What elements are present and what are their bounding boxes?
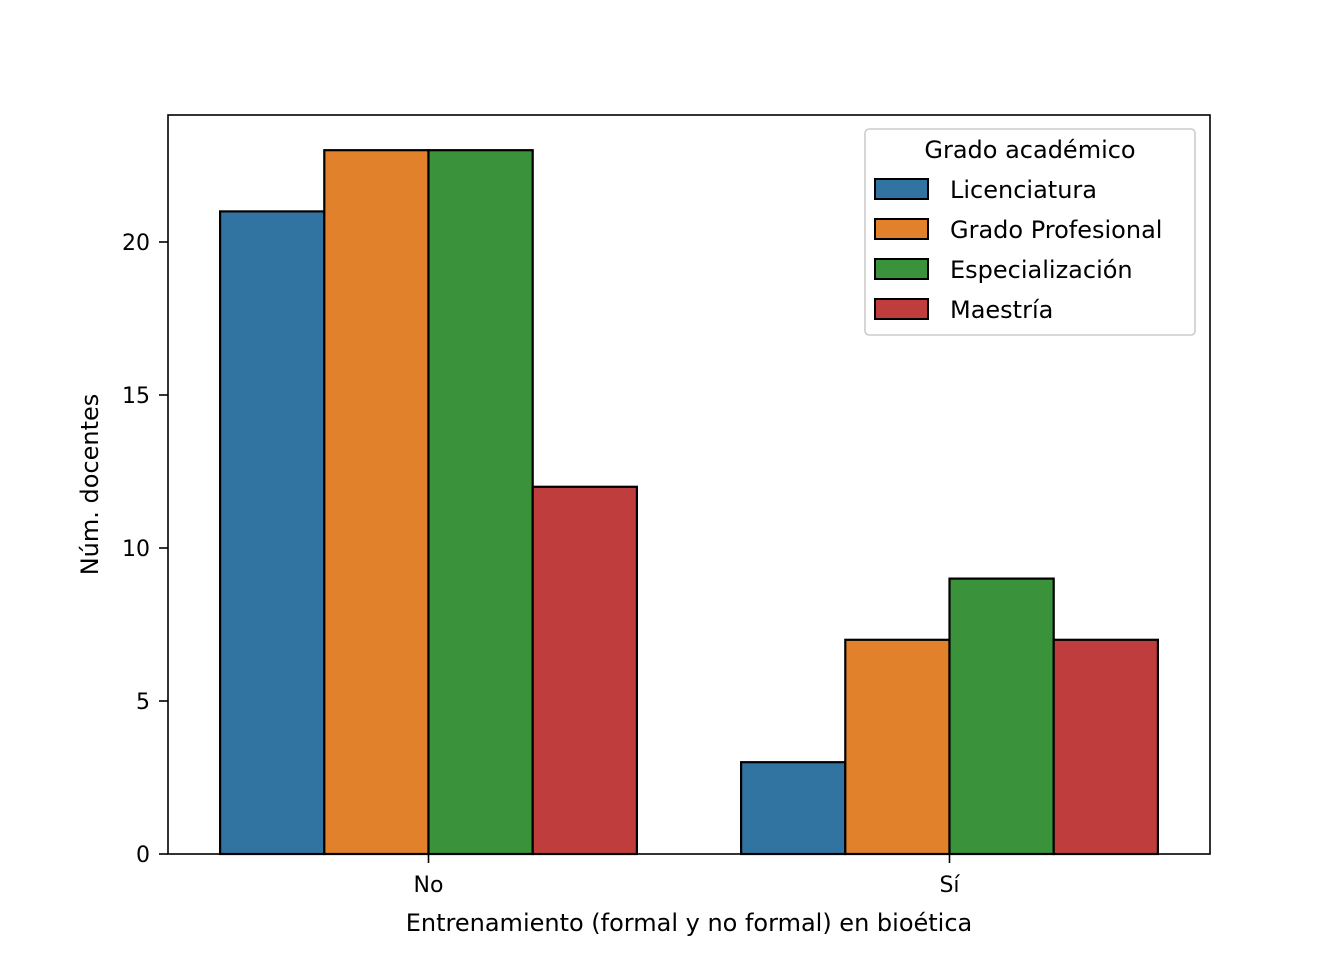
bar-no-2: [427, 149, 534, 856]
x-tick-label: Sí: [939, 873, 960, 898]
bar-no-0: [219, 210, 326, 856]
bar-no-1: [323, 149, 430, 856]
legend-swatch: [874, 218, 929, 240]
x-tick-label: No: [414, 873, 444, 898]
plot-frame: [167, 114, 1211, 855]
y-axis-label: Núm. docentes: [76, 394, 104, 576]
y-tick-label: 20: [122, 231, 150, 256]
y-axis-ticks: 0 5 10 15 20: [122, 231, 168, 868]
bar-sí-0: [739, 761, 847, 856]
bar-sí-2: [948, 577, 1055, 856]
legend-title: Grado académico: [924, 136, 1135, 164]
legend-entries: Licenciatura Grado Profesional Especializa…: [874, 176, 1162, 324]
legend-swatch: [874, 298, 929, 320]
y-tick-label: 5: [136, 690, 150, 715]
legend-label: Grado Profesional: [950, 216, 1162, 244]
legend-label: Maestría: [950, 296, 1053, 324]
bar-sí-1: [844, 638, 951, 856]
legend-label: Licenciatura: [950, 176, 1097, 204]
x-axis-ticks: No Sí: [414, 854, 960, 898]
bar-sí-3: [1052, 638, 1159, 856]
y-tick-label: 10: [122, 537, 150, 562]
x-axis-label: Entrenamiento (formal y no formal) en bi…: [406, 909, 973, 937]
y-tick-label: 15: [122, 384, 150, 409]
legend-swatch: [874, 178, 929, 200]
legend-label: Especialización: [950, 256, 1133, 284]
legend-box: [864, 128, 1196, 336]
bars-layer: [219, 149, 1159, 856]
y-tick-label: 0: [136, 843, 150, 868]
legend: Grado académico Licenciatura Grado Profes…: [864, 128, 1196, 336]
legend-swatch: [874, 258, 929, 280]
bar-no-3: [531, 485, 639, 856]
